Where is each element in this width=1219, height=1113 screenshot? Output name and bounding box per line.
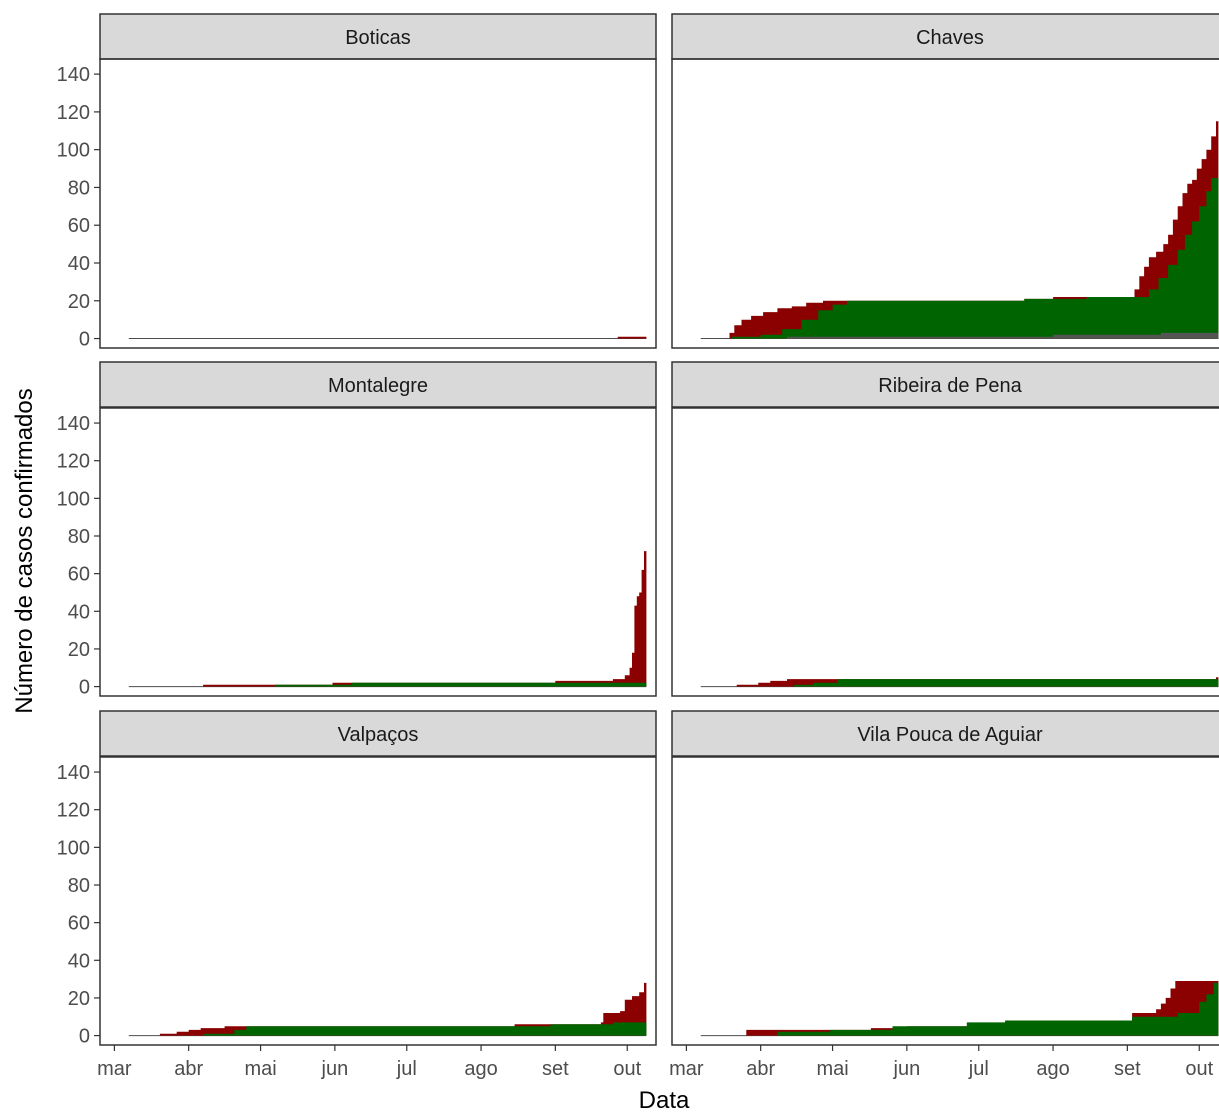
y-tick-label: 60 (68, 913, 90, 935)
y-axis-title: Número de casos confirmados (11, 388, 38, 713)
y-tick-label: 20 (68, 639, 90, 661)
y-tick-label: 140 (57, 762, 90, 784)
area-green (700, 679, 1219, 687)
panel-ribeira-de-pena: Ribeira de Pena (671, 361, 1219, 697)
panel-border (671, 58, 1219, 349)
facet-strip (99, 710, 657, 757)
x-tick-label: mar (97, 1058, 132, 1080)
y-tick-label: 40 (68, 950, 90, 972)
facet-strip (671, 361, 1219, 408)
x-axis-title: Data (639, 1087, 690, 1113)
y-tick-label: 140 (57, 64, 90, 86)
x-tick-label: abr (174, 1058, 203, 1080)
y-tick-label: 20 (68, 291, 90, 313)
x-tick-label: ago (1036, 1058, 1069, 1080)
y-tick-label: 40 (68, 253, 90, 275)
panel-vila-pouca-de-aguiar: Vila Pouca de Aguiar mar abr mai jun jul ago se… (669, 710, 1219, 1080)
y-tick-label: 0 (79, 1026, 90, 1048)
y-tick-label: 60 (68, 564, 90, 586)
panel-boticas: Boticas 0 20 40 60 80 100 120 140 (57, 13, 657, 351)
x-tick-label: out (613, 1058, 641, 1080)
area-dark (731, 332, 1219, 339)
y-tick-label: 120 (57, 451, 90, 473)
facet-strip-label: Vila Pouca de Aguiar (857, 724, 1043, 746)
facet-strip-label: Ribeira de Pena (878, 375, 1022, 397)
area-green (128, 1020, 647, 1036)
x-tick-label: mai (816, 1058, 848, 1080)
x-tick-label: mai (244, 1058, 276, 1080)
facet-strip-label: Boticas (345, 27, 411, 49)
y-tick-label: 80 (68, 875, 90, 897)
panel-border (99, 756, 657, 1046)
x-tick-label: out (1185, 1058, 1213, 1080)
y-tick-label: 0 (79, 677, 90, 699)
panel-chaves: Chaves (671, 13, 1219, 349)
panel-montalegre: Montalegre 0 20 40 60 80 100 120 140 (57, 361, 657, 699)
facet-strip-label: Chaves (916, 27, 984, 49)
x-tick-label: jul (396, 1058, 417, 1080)
panel-border (99, 407, 657, 697)
x-tick-label: ago (464, 1058, 497, 1080)
y-tick-label: 40 (68, 601, 90, 623)
facet-strip (671, 13, 1219, 60)
facet-strip (671, 710, 1219, 757)
x-tick-label: abr (746, 1058, 775, 1080)
panel-border (99, 58, 657, 349)
area-green (700, 979, 1219, 1036)
y-tick-label: 60 (68, 215, 90, 237)
x-tick-label: set (1114, 1058, 1141, 1080)
area-red (128, 551, 647, 687)
y-tick-label: 100 (57, 488, 90, 510)
x-tick-label: jun (321, 1058, 349, 1080)
facet-strip-label: Montalegre (328, 375, 428, 397)
y-tick-label: 80 (68, 177, 90, 199)
facet-strip (99, 361, 657, 408)
facet-strip-label: Valpaços (338, 724, 419, 746)
panel-border (671, 756, 1219, 1046)
y-tick-label: 120 (57, 102, 90, 124)
facet-strip (99, 13, 657, 60)
y-tick-label: 140 (57, 413, 90, 435)
y-tick-label: 100 (57, 837, 90, 859)
area-green (700, 178, 1219, 339)
facet-panels: Boticas 0 20 40 60 80 100 120 140 Chaves Montalegr… (57, 13, 1219, 1080)
x-tick-label: set (542, 1058, 569, 1080)
x-tick-label: jun (893, 1058, 921, 1080)
panel-border (671, 407, 1219, 697)
y-tick-label: 120 (57, 800, 90, 822)
area-red (128, 334, 647, 339)
x-tick-label: mar (669, 1058, 704, 1080)
y-tick-label: 0 (79, 329, 90, 351)
panel-valpa-os: Valpaços 0 20 40 60 80 100 120 140 mar abr mai jun ju… (57, 710, 657, 1080)
y-tick-label: 20 (68, 988, 90, 1010)
area-green (128, 682, 647, 687)
y-tick-label: 100 (57, 140, 90, 162)
x-tick-label: jul (968, 1058, 989, 1080)
y-tick-label: 80 (68, 526, 90, 548)
